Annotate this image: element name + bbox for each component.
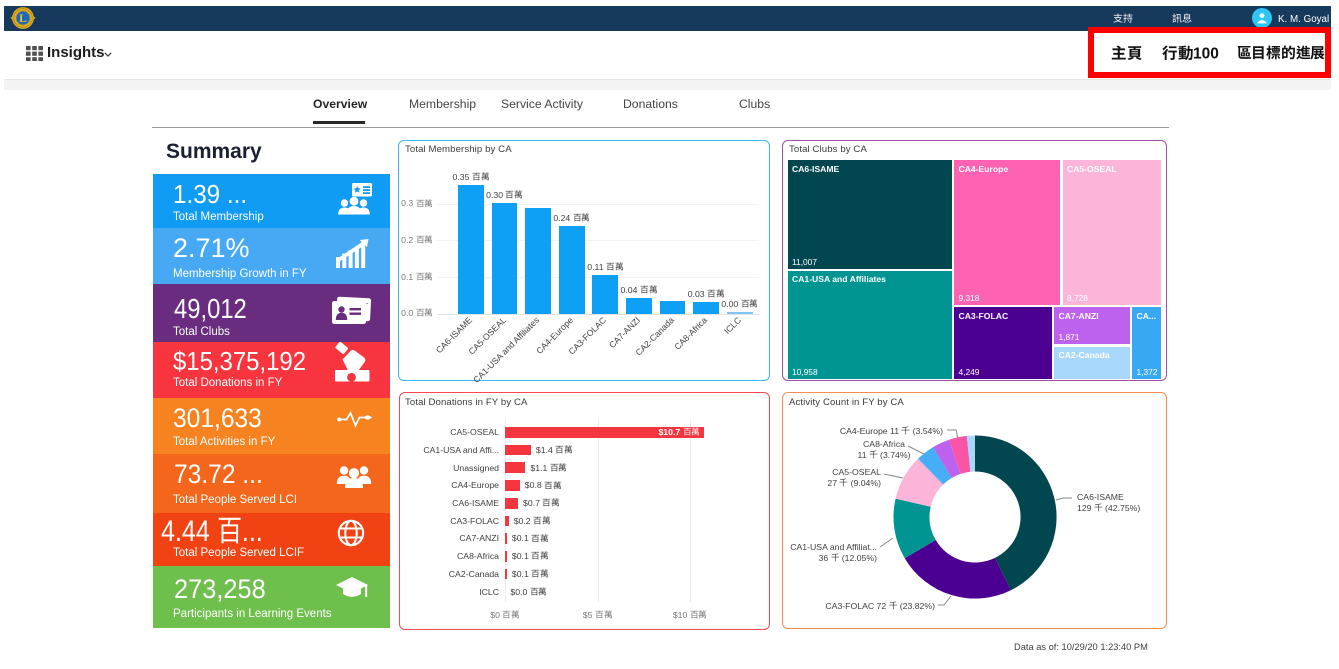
svg-text:L: L [19,13,27,25]
